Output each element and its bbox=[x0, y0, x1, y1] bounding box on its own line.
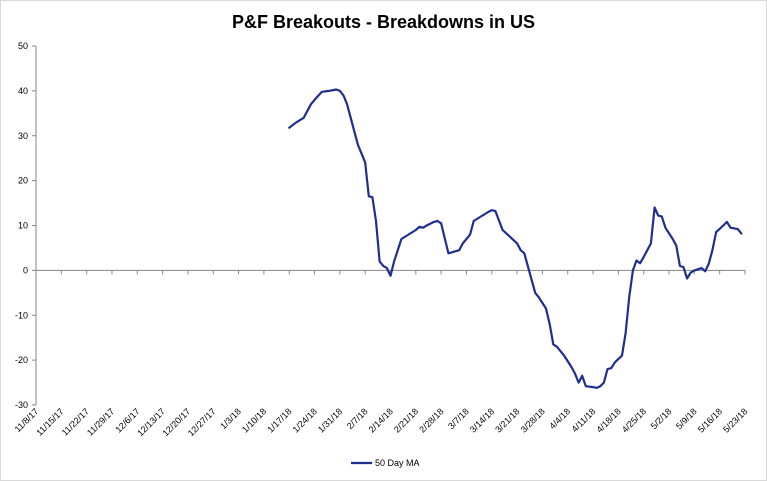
x-tick-label: 1/24/18 bbox=[291, 406, 319, 434]
x-tick-label: 2/14/18 bbox=[367, 406, 395, 434]
y-tick-label: -20 bbox=[15, 355, 28, 365]
x-tick-label: 5/2/18 bbox=[649, 406, 674, 431]
x-tick-label: 4/18/18 bbox=[595, 406, 623, 434]
x-tick-label: 3/14/18 bbox=[468, 406, 496, 434]
legend-label: 50 Day MA bbox=[375, 458, 420, 468]
y-tick-label: 40 bbox=[18, 86, 28, 96]
axes bbox=[35, 46, 745, 405]
x-tick-label: 3/21/18 bbox=[493, 406, 521, 434]
x-tick-label: 12/27/17 bbox=[186, 406, 218, 438]
x-tick-label: 2/28/18 bbox=[417, 406, 445, 434]
x-tick-label: 5/16/18 bbox=[696, 406, 724, 434]
x-tick-label: 1/31/18 bbox=[316, 406, 344, 434]
y-tick-label: 50 bbox=[18, 41, 28, 51]
y-tick-label: -10 bbox=[15, 310, 28, 320]
chart-title: P&F Breakouts - Breakdowns in US bbox=[231, 12, 536, 32]
x-tick-label: 4/11/18 bbox=[570, 406, 598, 434]
y-tick-label: 0 bbox=[23, 265, 28, 275]
x-tick-label: 11/29/17 bbox=[85, 406, 116, 437]
legend: 50 Day MA bbox=[351, 458, 420, 468]
y-axis-ticks: 50 40 30 20 10 0 -10 -20 -30 bbox=[15, 41, 36, 410]
y-tick-label: 20 bbox=[18, 176, 28, 186]
y-tick-label: 10 bbox=[18, 221, 28, 231]
y-tick-label: 30 bbox=[18, 131, 28, 141]
x-tick-label: 1/17/18 bbox=[265, 406, 293, 434]
y-tick-label: -30 bbox=[15, 400, 28, 410]
x-axis-ticks: 11/8/1711/15/1711/22/1711/29/1712/6/1712… bbox=[13, 270, 749, 438]
x-tick-label: 4/25/18 bbox=[620, 406, 648, 434]
series-layer bbox=[288, 88, 743, 389]
x-tick-label: 2/21/18 bbox=[392, 406, 420, 434]
x-tick-label: 1/10/18 bbox=[240, 406, 268, 434]
x-tick-label: 3/28/18 bbox=[519, 406, 547, 434]
series-line bbox=[288, 88, 743, 389]
x-tick-label: 4/4/18 bbox=[547, 406, 572, 431]
x-tick-label: 5/23/18 bbox=[721, 406, 749, 434]
